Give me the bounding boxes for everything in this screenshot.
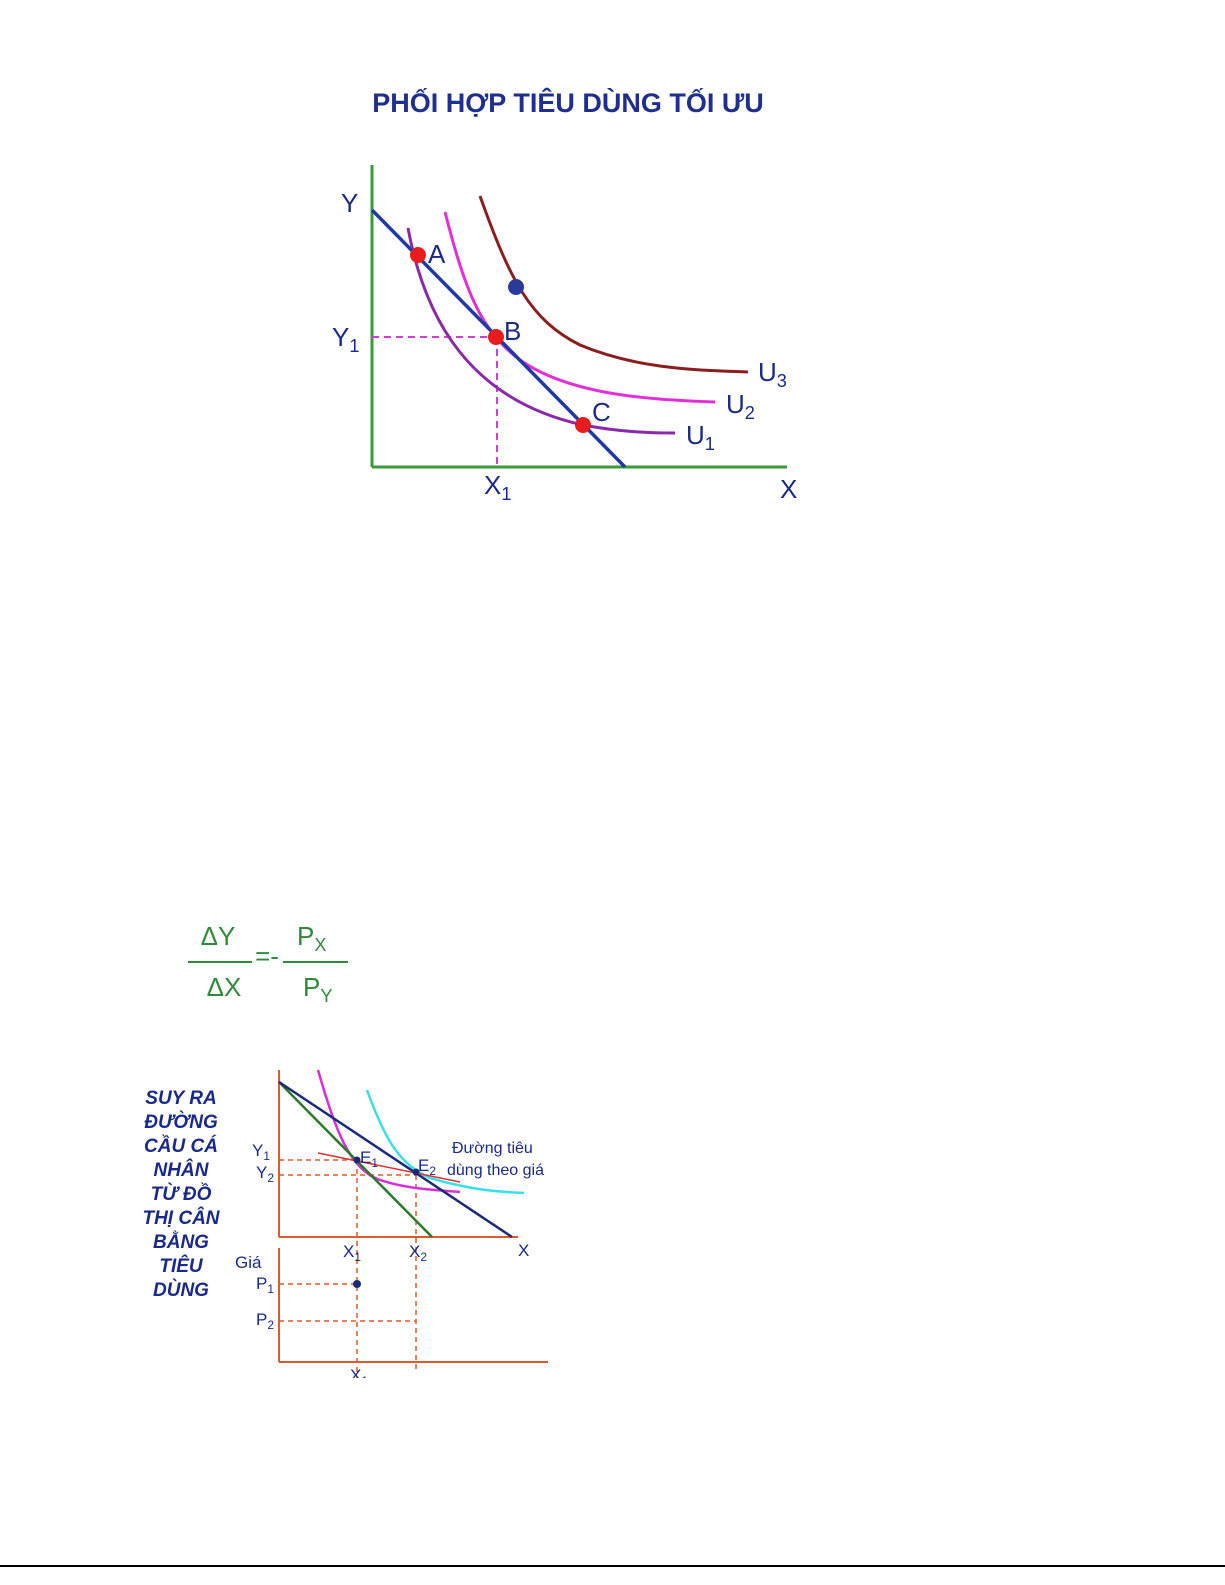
label: dùng theo giá xyxy=(447,1162,544,1179)
label: X1 xyxy=(343,1242,361,1264)
formula-text: ΔX xyxy=(207,972,242,1002)
label: B xyxy=(504,316,521,346)
dashed-lines xyxy=(279,1159,417,1378)
indifference-curve xyxy=(478,195,749,374)
caption-line: THỊ CÂN xyxy=(142,1207,220,1229)
formula-text: =- xyxy=(255,941,279,971)
label: U1 xyxy=(686,420,715,454)
label: X xyxy=(780,474,797,504)
point xyxy=(353,1156,361,1164)
label: P1 xyxy=(256,1274,274,1296)
formula-text: PX xyxy=(297,921,326,955)
caption-line: DÙNG xyxy=(153,1279,209,1301)
caption-line: NHÂN xyxy=(154,1159,210,1181)
caption-line: CẦU CÁ xyxy=(144,1135,218,1157)
label: Y2 xyxy=(256,1163,274,1185)
label: U2 xyxy=(726,389,755,423)
label: Giá xyxy=(235,1253,262,1272)
label: X2 xyxy=(409,1242,427,1264)
formula-text: ΔY xyxy=(201,921,236,951)
point xyxy=(412,1168,420,1176)
label: X xyxy=(518,1241,529,1260)
label: E2 xyxy=(418,1156,436,1178)
point xyxy=(508,279,524,295)
crop xyxy=(0,1378,1225,1390)
point xyxy=(410,247,426,263)
figure2-labels: Y1 Y2 E1 E2 X1 X2 X Đường tiêu dùng theo… xyxy=(235,1140,544,1388)
point xyxy=(488,329,504,345)
label: Y xyxy=(341,188,358,218)
label: P2 xyxy=(256,1310,274,1332)
label: A xyxy=(428,239,446,269)
figure-title: PHỐI HỢP TIÊU DÙNG TỐI ƯU xyxy=(372,86,763,118)
point xyxy=(353,1280,361,1288)
caption-line: TỪ ĐỒ xyxy=(151,1183,212,1205)
indifference-curve xyxy=(316,1069,461,1194)
label: X1 xyxy=(484,470,511,504)
formula: ΔY ΔX =- PX PY xyxy=(188,921,348,1006)
point xyxy=(575,417,591,433)
label: Đường tiêu xyxy=(452,1140,533,1157)
label: C xyxy=(592,397,611,427)
indifference-curve xyxy=(443,211,716,404)
label: U3 xyxy=(758,357,787,391)
figure1-labels: Y X Y1 X1 A B C U1 U2 U3 xyxy=(332,188,797,504)
price-consumption-line xyxy=(317,1152,461,1183)
formula-text: PY xyxy=(303,972,332,1006)
indifference-curve xyxy=(365,1089,525,1195)
indifference-curve xyxy=(406,227,676,435)
caption-line: ĐƯỜNG xyxy=(144,1111,218,1133)
caption-line: TIÊU xyxy=(159,1255,204,1277)
figure2-lines xyxy=(278,1069,548,1378)
budget-line xyxy=(278,1080,513,1239)
label: E1 xyxy=(360,1148,378,1170)
label: Y1 xyxy=(252,1141,270,1163)
label: Y1 xyxy=(332,322,359,356)
caption-line: BẰNG xyxy=(153,1231,209,1253)
caption-line: SUY RA xyxy=(145,1088,216,1109)
